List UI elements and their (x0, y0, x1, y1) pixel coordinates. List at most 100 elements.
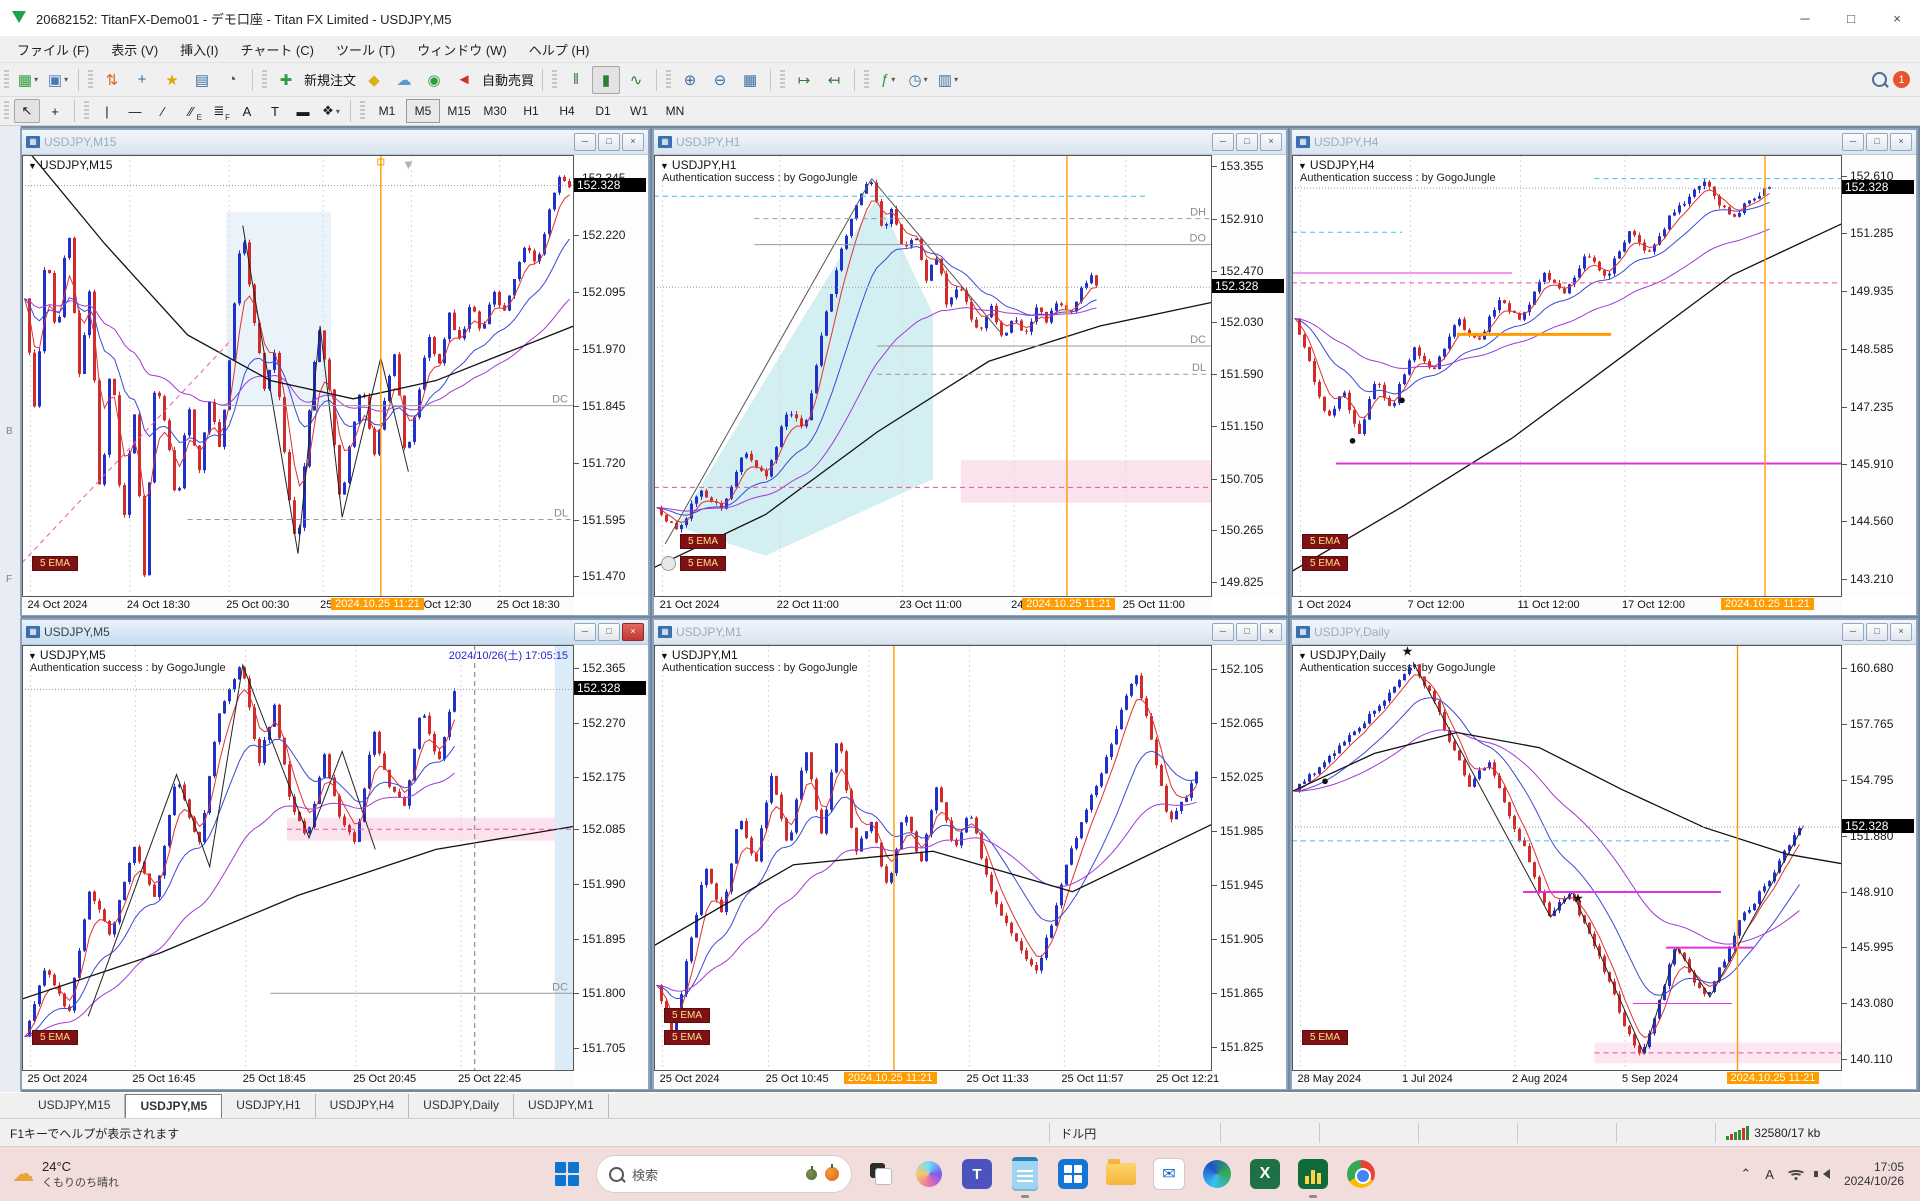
chart-plot-area[interactable]: ▼ USDJPY,M5 Authentication success : by G… (22, 645, 574, 1071)
taskbar-chrome-icon[interactable] (1342, 1155, 1380, 1193)
new-chart-button[interactable]: ▦ ▾ (14, 66, 42, 94)
chart-minimize-button[interactable]: ─ (574, 623, 596, 641)
price-scale[interactable]: 152.105 152.065 152.025 151.985 151.945 151.9… (1211, 645, 1286, 1071)
templates-button[interactable]: ▥ ▾ (934, 66, 962, 94)
maximize-button[interactable]: □ (1847, 10, 1855, 26)
menu-item-5[interactable]: ウィンドウ (W) (417, 42, 507, 58)
market-watch-button[interactable]: ⇅ (98, 66, 126, 94)
taskbar-notepad-icon[interactable] (1006, 1155, 1044, 1193)
taskbar-file-explorer-icon[interactable] (1102, 1155, 1140, 1193)
timeframe-button-m30[interactable]: M30 (483, 104, 507, 118)
horizontal-line-tool[interactable]: — (122, 99, 148, 123)
chart-plot-area[interactable]: ▼ USDJPY,Daily Authentication success : b… (1292, 645, 1842, 1071)
ema-badge[interactable]: 5 EMA (1302, 1030, 1349, 1045)
time-axis[interactable]: 25 Oct 2024 25 Oct 16:45 25 Oct 18:45 25 Oc… (22, 1070, 574, 1089)
auto-trading-button[interactable]: ◄ (450, 66, 478, 94)
chart-title-bar[interactable]: ▦ USDJPY,H4 ─ □ × (1292, 130, 1916, 155)
taskbar-store-icon[interactable] (1054, 1155, 1092, 1193)
price-scale[interactable]: 152.610 151.285 149.935 148.585 147.235 145.9… (1841, 155, 1916, 597)
chart-minimize-button[interactable]: ─ (1212, 623, 1234, 641)
ema-badge[interactable]: 5 EMA (1302, 556, 1349, 571)
chart-restore-button[interactable]: □ (1866, 623, 1888, 641)
chart-plot-area[interactable]: ▼ USDJPY,H1 Authentication success : by G… (654, 155, 1212, 597)
timeframe-button-m1[interactable]: M1 (378, 104, 396, 118)
ema-badge[interactable]: 5 EMA (664, 1030, 711, 1045)
chart-tab-usdjpy-h4[interactable]: USDJPY,H4 (316, 1094, 410, 1118)
timeframe-button-mn[interactable]: MN (665, 104, 685, 118)
indicators-button[interactable]: ƒ ▾ (874, 66, 902, 94)
chart-title-bar[interactable]: ▦ USDJPY,M1 ─ □ × (654, 620, 1286, 645)
vertical-line-tool[interactable]: | (94, 99, 120, 123)
speaker-icon[interactable] (1813, 1169, 1830, 1179)
chart-close-button[interactable]: × (1890, 623, 1912, 641)
ema-badge[interactable]: 5 EMA (680, 534, 727, 549)
community-button[interactable]: ☁ (390, 66, 418, 94)
chart-minimize-button[interactable]: ─ (1212, 133, 1234, 151)
chart-minimize-button[interactable]: ─ (1842, 623, 1864, 641)
trendline-tool[interactable]: ∕ (150, 99, 176, 123)
timeframe-button-w1[interactable]: W1 (630, 104, 648, 118)
mql5-button[interactable]: ◉ (420, 66, 448, 94)
candlestick-button[interactable]: ▮ (592, 65, 621, 94)
menu-item-4[interactable]: ツール (T) (335, 42, 396, 58)
chart-title-bar[interactable]: ▦ USDJPY,M5 ─ □ × (22, 620, 648, 645)
cursor-tool[interactable]: ↖ (14, 99, 40, 123)
wifi-icon[interactable] (1785, 1168, 1806, 1180)
taskbar-teams-icon[interactable]: T (958, 1155, 996, 1193)
ema-badge[interactable]: 5 EMA (680, 556, 727, 571)
ema-badge[interactable]: 5 EMA (32, 556, 79, 571)
new-order-button-label[interactable]: 新規注文 (304, 73, 357, 88)
close-button[interactable]: × (1893, 10, 1901, 26)
bar-chart-button[interactable]: ‖ (562, 66, 590, 94)
chart-minimize-button[interactable]: ─ (574, 133, 596, 151)
price-scale[interactable]: 152.345152.220152.095151.970151.845151.7… (573, 155, 648, 597)
timeframe-button-h4[interactable]: H4 (559, 104, 575, 118)
auto-scroll-button[interactable]: ↦ (790, 66, 818, 94)
taskbar-task-view-icon[interactable] (862, 1155, 900, 1193)
search-icon[interactable] (1872, 72, 1887, 87)
price-scale[interactable]: 153.355 152.910 152.470 152.030 151.590 151.1… (1211, 155, 1286, 597)
chart-tab-usdjpy-daily[interactable]: USDJPY,Daily (409, 1094, 514, 1118)
taskbar-mail-icon[interactable]: ✉ (1150, 1155, 1188, 1193)
tile-windows-button[interactable]: ▦ (736, 66, 764, 94)
chart-close-button[interactable]: × (1260, 133, 1282, 151)
chart-close-button[interactable]: × (1890, 133, 1912, 151)
ema-badge[interactable]: 5 EMA (664, 1008, 711, 1023)
menu-item-3[interactable]: チャート (C) (240, 42, 314, 58)
shapes-tool[interactable]: ▬ (290, 99, 316, 123)
chart-tab-usdjpy-m5[interactable]: USDJPY,M5 (125, 1094, 223, 1118)
chart-close-button[interactable]: × (622, 133, 644, 151)
chart-plot-area[interactable]: ▼ USDJPY,M1 Authentication success : by G… (654, 645, 1212, 1071)
chart-minimize-button[interactable]: ─ (1842, 133, 1864, 151)
chart-title-bar[interactable]: ▦ USDJPY,M15 ─ □ × (22, 130, 648, 155)
chart-restore-button[interactable]: □ (598, 623, 620, 641)
metaeditor-button[interactable]: ◆ (360, 66, 388, 94)
time-axis[interactable]: 24 Oct 2024 24 Oct 18:30 25 Oct 00:30 25 Oc… (22, 596, 574, 615)
chart-restore-button[interactable]: □ (1236, 133, 1258, 151)
price-scale[interactable]: 160.680 157.765 154.795 151.880 148.910 145.9… (1841, 645, 1916, 1071)
tray-chevron-icon[interactable]: ⌃ (1740, 1166, 1752, 1181)
ime-indicator[interactable]: A (1765, 1166, 1774, 1182)
auto-trading-button-label[interactable]: 自動売買 (482, 73, 535, 88)
text-tool[interactable]: A (234, 99, 260, 123)
time-axis[interactable]: 28 May 2024 1 Jul 2024 2 Aug 2024 5 Sep 202… (1292, 1070, 1842, 1089)
profiles-button[interactable]: ▣ ▾ (44, 66, 72, 94)
ema-badge[interactable]: 5 EMA (32, 1030, 79, 1045)
menu-item-6[interactable]: ヘルプ (H) (528, 42, 590, 58)
indicator-circle-button[interactable] (661, 556, 676, 571)
taskbar-mt4-icon[interactable] (1294, 1155, 1332, 1193)
navigator-button[interactable]: ★ (158, 66, 186, 94)
taskbar-excel-icon[interactable]: X (1246, 1155, 1284, 1193)
taskbar-edge-icon[interactable] (1198, 1155, 1236, 1193)
menu-item-1[interactable]: 表示 (V) (111, 42, 159, 58)
chart-close-button[interactable]: × (1260, 623, 1282, 641)
line-chart-button[interactable]: ∿ (622, 66, 650, 94)
timeframe-button-m15[interactable]: M15 (447, 104, 471, 118)
minimize-button[interactable]: ─ (1800, 10, 1810, 26)
chart-title-bar[interactable]: ▦ USDJPY,Daily ─ □ × (1292, 620, 1916, 645)
fibonacci-tool[interactable]: ≣ F (206, 99, 232, 123)
crosshair-tool[interactable]: + (42, 99, 68, 123)
chart-plot-area[interactable]: ▼ USDJPY,H4 Authentication success : by G… (1292, 155, 1842, 597)
